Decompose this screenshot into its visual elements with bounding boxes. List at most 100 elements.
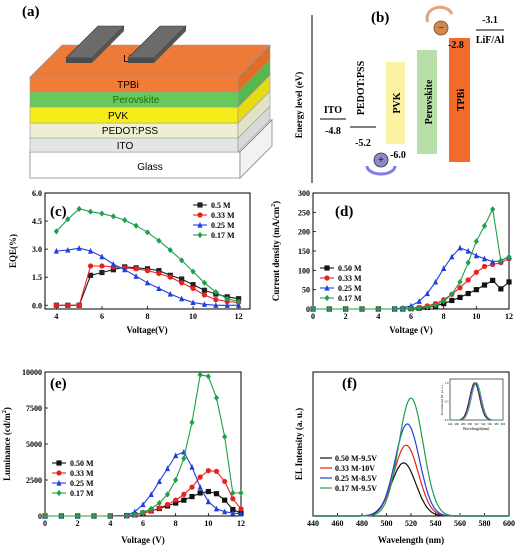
series-point	[481, 282, 488, 288]
series-point	[122, 266, 128, 273]
legend-label: 0.5 M	[211, 201, 231, 210]
series-point	[205, 488, 211, 495]
panel-f-xlabel: Wavelength (nm)	[378, 535, 444, 545]
series-point	[441, 298, 447, 305]
legend-marker	[324, 284, 330, 291]
series-point	[181, 497, 187, 503]
series-point	[173, 497, 179, 503]
series-point	[416, 305, 422, 312]
inset-x-tick-label: 560	[488, 422, 493, 426]
series-point	[164, 501, 171, 508]
series-point	[99, 269, 105, 276]
panel-d-xlabel: Voltage (V)	[389, 325, 432, 335]
perovskite-label: Perovskite	[424, 79, 435, 124]
legend-marker	[197, 202, 203, 208]
series-point	[87, 247, 94, 254]
series-point	[156, 237, 162, 244]
x-tick-label: 6	[141, 519, 145, 528]
x-tick-label: 600	[503, 519, 515, 528]
series-point	[167, 290, 173, 297]
series-point	[197, 474, 203, 480]
series-point	[230, 489, 236, 497]
series-point	[236, 302, 242, 308]
legend-marker	[197, 212, 203, 218]
series-point	[53, 247, 59, 254]
series-point	[179, 276, 185, 282]
x-tick-label: 540	[430, 519, 442, 528]
y-tick-label: 50	[302, 286, 310, 295]
series-point	[473, 252, 479, 259]
series-point	[179, 280, 185, 286]
series-point	[87, 263, 94, 269]
x-tick-label: 460	[332, 519, 344, 528]
series-point	[506, 253, 512, 260]
panel-d-legend: 0.50 M0.33 M0.25 M0.17 M	[320, 264, 362, 303]
electrode-1-side	[92, 26, 124, 63]
panel-e-series	[42, 371, 244, 520]
x-tick-label: 12	[235, 312, 243, 321]
series-point	[213, 468, 220, 474]
legend-label: 0.50 M	[338, 264, 362, 273]
series-point	[91, 512, 97, 520]
series-point	[156, 478, 162, 485]
x-tick-label: 6	[409, 312, 413, 321]
legend-marker	[324, 294, 330, 302]
inset-x-tick-label: 580	[494, 422, 499, 426]
panel-c-letter: (c)	[50, 204, 67, 220]
series-point	[201, 292, 208, 298]
series-point	[164, 491, 171, 498]
series-point	[164, 465, 171, 472]
series-point	[190, 285, 196, 292]
series-point	[179, 257, 185, 264]
inset-y-tick-label: 1.0	[445, 381, 449, 385]
x-tick-label: 0	[311, 312, 315, 321]
panel-f-ylabel: EL Intensity (a. u.)	[294, 408, 304, 480]
series-point	[213, 491, 220, 497]
panel-b-letter: (b)	[371, 10, 389, 26]
series-point	[490, 258, 496, 265]
y-tick-label: 7500	[26, 404, 42, 413]
x-tick-label: 12	[505, 312, 513, 321]
legend-marker	[324, 275, 330, 281]
inset-y-tick-label: 0.5	[445, 400, 449, 404]
series-point	[144, 279, 151, 286]
legend-label: 0.25 M	[211, 221, 235, 230]
glass-side	[239, 119, 273, 179]
series-point	[173, 452, 179, 459]
electron-arrow	[425, 5, 454, 23]
panel-e-y-ticks: 0 2500 5000 7500 10000	[22, 368, 48, 521]
panel-b-energy-diagram: (b) Energy level (eV) ITO -4.8 PEDOT:PSS…	[294, 5, 504, 183]
series-point	[132, 511, 138, 518]
panel-c-x-ticks: 4 6 8 10 12	[54, 306, 243, 321]
inset-x-tick-label: 480	[461, 422, 466, 426]
panel-d-ylabel: Current density (mA/cm2)	[271, 201, 281, 301]
y-tick-label: 150	[298, 247, 310, 256]
series-point	[58, 512, 64, 520]
x-tick-label: 4	[54, 312, 58, 321]
hole-arrow	[365, 165, 397, 176]
series-point	[53, 228, 59, 235]
series-point	[490, 206, 496, 213]
series-point	[222, 478, 228, 485]
series-point	[156, 499, 162, 507]
series-point	[190, 268, 196, 275]
series-point	[224, 295, 230, 302]
x-tick-label: 0	[43, 519, 47, 528]
series-point	[197, 490, 203, 496]
series-point	[201, 301, 208, 307]
x-tick-label: 2	[76, 519, 80, 528]
series-point	[189, 419, 195, 426]
panel-c-xlabel: Voltage(V)	[126, 325, 167, 335]
legend-label: 0.50 M-9.5V	[335, 454, 377, 463]
layer-label-pedot: PEDOT:PSS	[102, 126, 158, 137]
panel-e-legend: 0.50 M0.33 M0.25 M0.17 M	[52, 459, 94, 498]
electron-icon	[433, 20, 449, 36]
series-point	[190, 282, 196, 288]
series-point	[222, 508, 228, 515]
panel-f-el-chart: (f) 440 460 480 500 520 540 560 580 600 0.50 M-9…	[294, 371, 515, 545]
ito-label: ITO	[324, 105, 342, 116]
series-point	[197, 371, 203, 378]
panel-f-letter: (f)	[342, 376, 357, 392]
